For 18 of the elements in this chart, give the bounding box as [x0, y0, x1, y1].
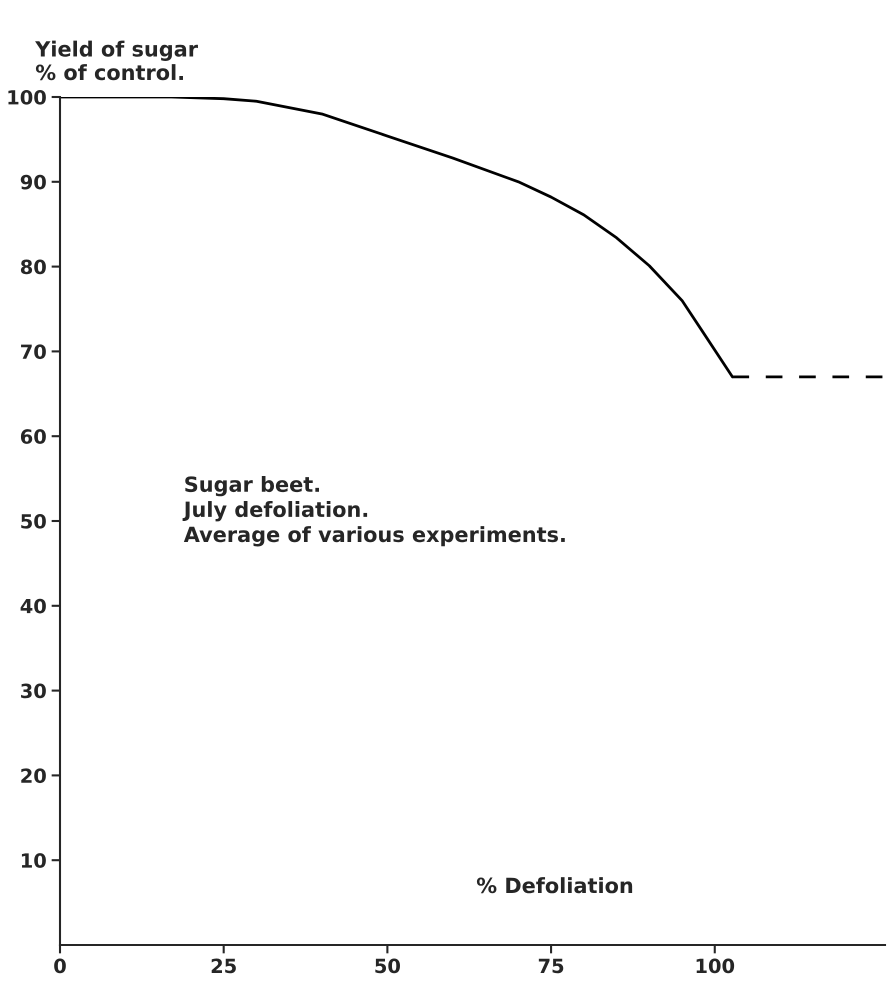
y-tick-label: 100: [8, 90, 46, 105]
x-tick-label: 100: [696, 958, 734, 974]
x-tick-label: 25: [212, 958, 236, 974]
x-tick-label: 0: [54, 958, 66, 974]
y-tick-label: 20: [21, 768, 46, 784]
y-tick-label: 10: [22, 853, 46, 868]
y-tick-label: 40: [20, 598, 46, 614]
y-tick-label: 50: [21, 514, 46, 529]
x-tick-label: 75: [538, 958, 564, 974]
y-tick-label: 60: [20, 429, 46, 444]
y-axis-title: Yield of sugar % of control.: [35, 40, 198, 80]
y-tick-label: 30: [21, 684, 46, 698]
y-tick-label: 90: [20, 174, 46, 190]
annotation: Sugar beet. July defoliation. Average of various experiments.: [182, 476, 565, 546]
y-tick-label: 70: [21, 344, 46, 360]
x-axis-title: % Defoliation: [476, 877, 632, 894]
y-tick-label: 80: [20, 260, 46, 274]
x-tick-label: 50: [375, 958, 400, 974]
